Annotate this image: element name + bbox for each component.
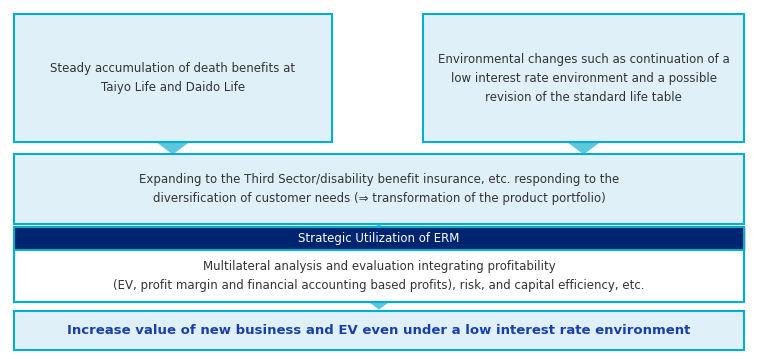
Text: Steady accumulation of death benefits at
Taiyo Life and Daido Life: Steady accumulation of death benefits at…	[50, 62, 296, 94]
FancyBboxPatch shape	[423, 14, 744, 142]
FancyBboxPatch shape	[14, 14, 332, 142]
Polygon shape	[361, 213, 397, 226]
Text: Strategic Utilization of ERM: Strategic Utilization of ERM	[299, 232, 459, 245]
FancyBboxPatch shape	[14, 311, 744, 350]
Text: Expanding to the Third Sector/disability benefit insurance, etc. responding to t: Expanding to the Third Sector/disability…	[139, 173, 619, 205]
Polygon shape	[155, 140, 191, 154]
Text: Multilateral analysis and evaluation integrating profitability
(EV, profit margi: Multilateral analysis and evaluation int…	[113, 260, 645, 292]
Polygon shape	[361, 295, 397, 309]
FancyBboxPatch shape	[14, 227, 744, 250]
FancyBboxPatch shape	[14, 154, 744, 224]
Text: Environmental changes such as continuation of a
low interest rate environment an: Environmental changes such as continuati…	[438, 52, 729, 104]
FancyBboxPatch shape	[14, 250, 744, 302]
Polygon shape	[565, 140, 602, 154]
Text: Increase value of new business and EV even under a low interest rate environment: Increase value of new business and EV ev…	[67, 324, 691, 337]
